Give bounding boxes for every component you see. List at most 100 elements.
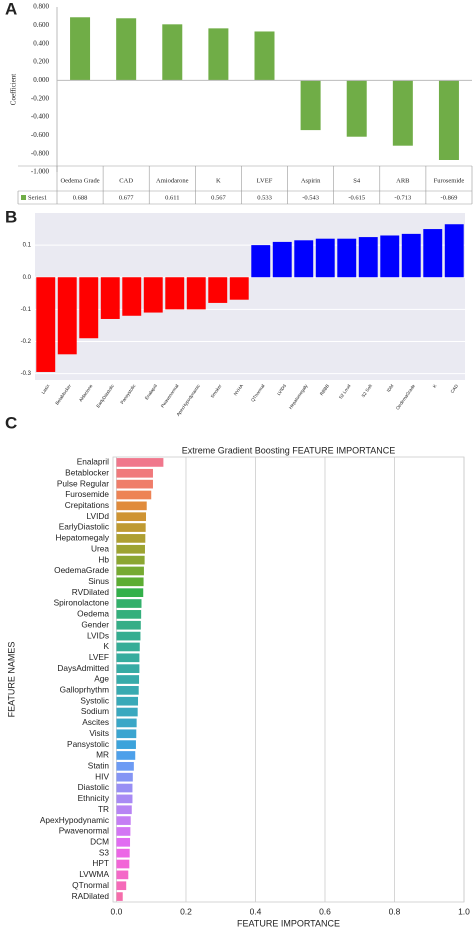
bar — [116, 468, 153, 478]
table-value: -0.869 — [441, 194, 458, 201]
bar — [392, 80, 413, 146]
bar — [116, 566, 144, 576]
plot-frame — [112, 456, 465, 903]
bar — [116, 490, 152, 500]
y-tick-label: LVEF — [89, 652, 109, 662]
bar — [116, 794, 133, 804]
y-tick-label: OedemaGrade — [54, 565, 109, 575]
bar — [116, 18, 137, 81]
y-tick-label: Ascites — [82, 717, 109, 727]
bar — [116, 859, 130, 869]
x-tick-label: CAD — [449, 383, 459, 394]
x-tick-label: 0.4 — [250, 906, 262, 916]
x-tick-label: Pwavenormal — [160, 383, 180, 408]
bar — [346, 80, 367, 137]
y-tick-label: Pansystolic — [67, 739, 109, 749]
bar — [254, 31, 275, 81]
bar — [116, 458, 164, 467]
bar — [116, 881, 127, 891]
x-tick-label: EarlyDiastolic — [95, 383, 115, 409]
y-tick-label: -0.2 — [21, 339, 32, 345]
bar — [116, 740, 136, 749]
bar — [116, 653, 140, 663]
x-tick-label: 0.0 — [111, 906, 123, 916]
x-tick-label: LVIDd — [276, 383, 287, 396]
y-tick-label: Visits — [89, 728, 109, 738]
y-tick-label: HPT — [92, 858, 109, 868]
chart-title: Extreme Gradient Boosting FEATURE IMPORT… — [182, 445, 396, 455]
x-tick-label: Lasix — [40, 383, 51, 395]
table-value: -0.543 — [302, 194, 319, 201]
bar — [401, 233, 421, 278]
bar — [116, 512, 147, 522]
bar — [70, 17, 91, 81]
bar — [116, 664, 140, 673]
bar — [116, 675, 140, 684]
y-axis-title: Coefficient — [10, 74, 18, 105]
bar — [116, 772, 133, 782]
x-tick-label: OedemaGrade — [395, 383, 416, 411]
bar — [423, 229, 443, 278]
bar — [116, 718, 137, 728]
bar — [116, 751, 136, 760]
y-tick-label: Ethnicity — [78, 793, 110, 803]
bar — [186, 277, 206, 310]
table-category: S4 — [353, 177, 361, 184]
y-tick-label: -0.3 — [21, 371, 32, 377]
y-tick-label: LVIDs — [87, 630, 109, 640]
x-tick-label: 0.8 — [389, 906, 401, 916]
x-tick-label: IDM — [386, 383, 395, 393]
y-tick-label: -0.800 — [31, 149, 50, 157]
y-tick-label: K — [103, 641, 109, 651]
y-tick-label: Age — [94, 674, 109, 684]
bar — [116, 555, 145, 565]
x-tick-label: Betablocker — [54, 383, 72, 406]
table-value: -0.713 — [394, 194, 411, 201]
x-tick-label: Smoker — [210, 383, 223, 399]
bar — [116, 892, 123, 901]
bar — [165, 277, 185, 310]
y-tick-label: S3 — [99, 847, 110, 857]
y-tick-label: MR — [96, 750, 109, 760]
y-tick-label: DaysAdmitted — [57, 663, 109, 673]
bar — [208, 277, 228, 303]
bar — [116, 577, 144, 587]
y-tick-label: Diastolic — [78, 782, 109, 792]
bar — [79, 277, 99, 339]
y-tick-label: 0.400 — [33, 39, 49, 47]
bar — [315, 238, 335, 278]
y-tick-label: 0.1 — [23, 243, 32, 249]
x-tick-label: Pansystolic — [119, 383, 137, 405]
y-tick-label: Furosemide — [65, 489, 109, 499]
x-tick-label: 0.2 — [180, 906, 192, 916]
y-tick-label: Pulse Regular — [57, 478, 109, 488]
bar — [143, 277, 163, 313]
legend-label: Series1 — [28, 194, 47, 201]
x-tick-label: 1.0 — [458, 906, 470, 916]
y-tick-label: Sinus — [88, 576, 109, 586]
y-tick-label: Galloprhythm — [60, 685, 109, 695]
bar — [116, 816, 131, 825]
bar — [116, 599, 142, 608]
bar — [100, 277, 120, 319]
bar — [116, 848, 130, 858]
bar — [116, 501, 147, 511]
table-category: ARB — [396, 177, 410, 184]
bar — [116, 479, 153, 489]
table-value: 0.611 — [165, 194, 179, 201]
table-category: LVEF — [257, 177, 273, 184]
bar — [162, 24, 183, 81]
bar — [116, 729, 137, 739]
bar — [438, 80, 459, 160]
y-tick-label: Crepitations — [65, 500, 109, 510]
bar — [122, 277, 142, 316]
y-tick-label: -0.600 — [31, 131, 50, 139]
y-tick-label: Enalapril — [77, 457, 109, 467]
bar — [116, 783, 133, 793]
y-tick-label: 0.800 — [33, 3, 49, 11]
table-value: 0.688 — [73, 194, 88, 201]
bar — [358, 237, 378, 278]
bar — [116, 588, 144, 598]
bar — [116, 696, 139, 706]
